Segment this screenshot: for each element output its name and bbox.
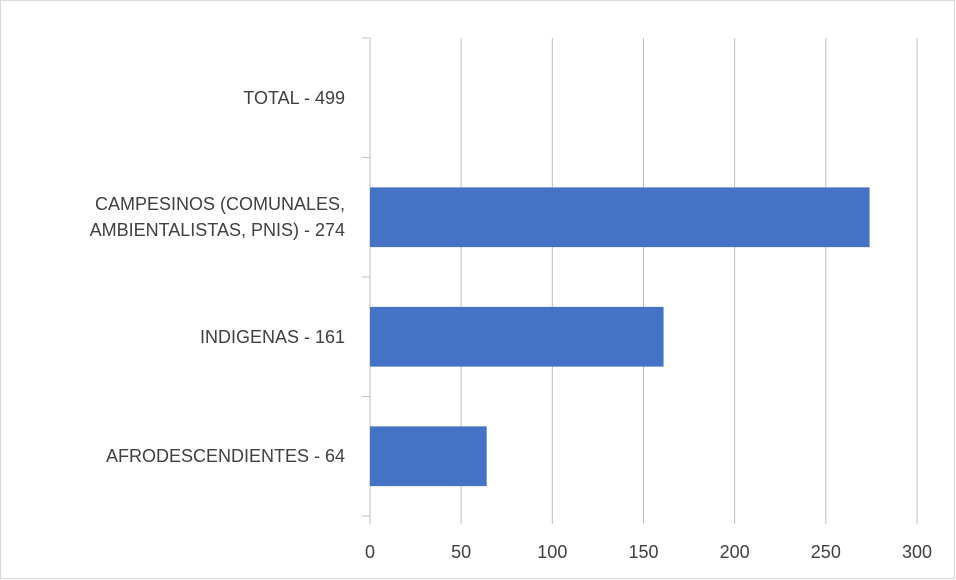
y-tick-label: AFRODESCENDIENTES - 64 (105, 446, 345, 467)
y-tick-label: INDIGENAS - 161 (199, 326, 345, 347)
x-tick-label: 50 (451, 542, 471, 562)
y-tick-label: CAMPESINOS (COMUNALES, AMBIENTALISTAS, P… (89, 194, 345, 241)
x-tick-label: 250 (811, 542, 841, 562)
x-tick-label: 200 (720, 542, 750, 562)
bar (370, 306, 664, 367)
bar (370, 187, 870, 248)
x-tick-label: 150 (628, 542, 658, 562)
x-tick-label: 300 (902, 542, 932, 562)
bar (370, 426, 487, 487)
x-tick-label: 100 (537, 542, 567, 562)
y-tick-label: TOTAL - 499 (243, 87, 345, 108)
x-tick-label: 0 (365, 542, 375, 562)
